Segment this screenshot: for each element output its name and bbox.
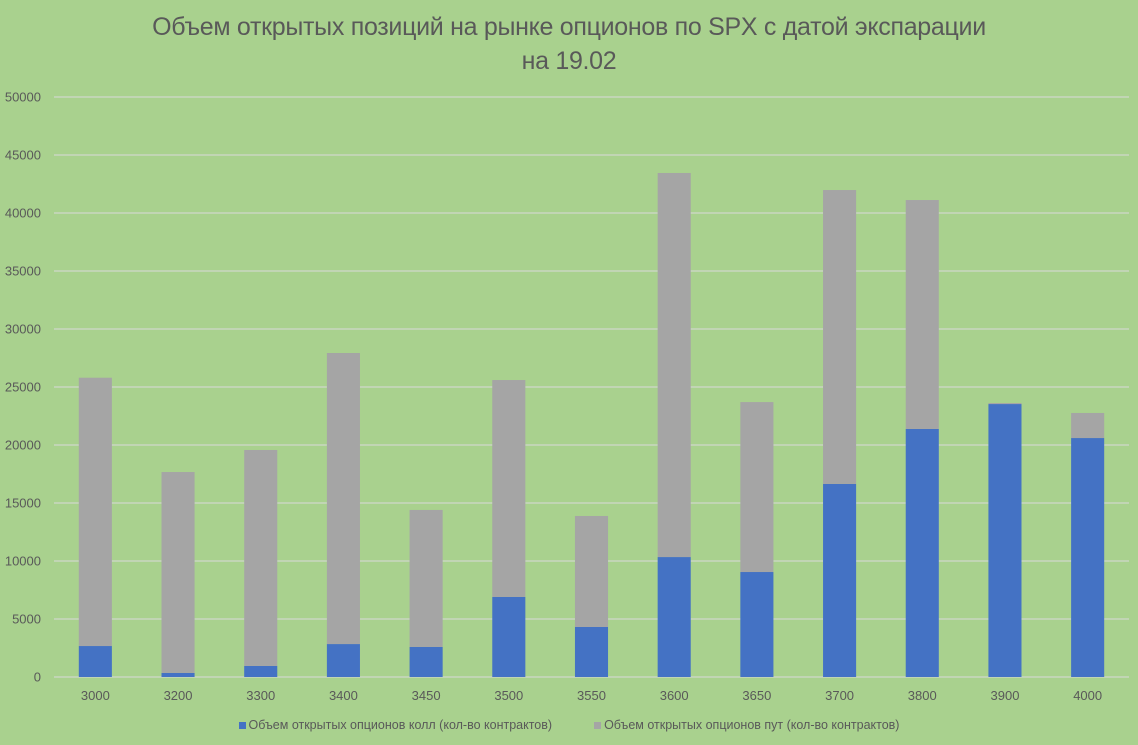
- x-tick-label: 3300: [246, 688, 275, 703]
- gridlines: [54, 96, 1129, 678]
- bar-calls-3550: [574, 627, 609, 677]
- x-axis: 3000 3200 3300 3400 3450 3500 3550 3600 3650 3700…: [81, 688, 1102, 703]
- bar-puts-4000: [1071, 412, 1105, 439]
- y-tick-label: 45000: [5, 148, 41, 163]
- bar-puts-3200: [161, 472, 195, 673]
- bar-calls-3300: [244, 665, 278, 677]
- y-tick-label: 35000: [5, 264, 41, 279]
- bars: [78, 172, 1105, 677]
- chart-title-line-1: Объем открытых позиций на рынке опционов…: [152, 13, 986, 41]
- bar-puts-3650: [740, 402, 774, 573]
- x-tick-label: 3200: [164, 688, 193, 703]
- x-tick-label: 3400: [329, 688, 358, 703]
- legend-item-puts: Объем открытых опционов пут (кол-во конт…: [594, 718, 899, 732]
- x-tick-label: 3450: [412, 688, 441, 703]
- bar-puts-3550: [574, 515, 609, 628]
- bar-puts-3400: [326, 353, 360, 645]
- x-tick-label: 3800: [908, 688, 937, 703]
- legend: Объем открытых опционов колл (кол-во кон…: [0, 718, 1138, 732]
- bar-calls-3650: [740, 572, 774, 677]
- chart-title-line-2: на 19.02: [521, 47, 617, 75]
- y-tick-label: 40000: [5, 206, 41, 221]
- chart-title: Объем открытых позиций на рынке опционов…: [0, 10, 1138, 78]
- x-tick-label: 3900: [991, 688, 1020, 703]
- legend-swatch-puts: [594, 721, 602, 729]
- bar-calls-3000: [78, 646, 112, 677]
- y-tick-label: 10000: [5, 554, 41, 569]
- bar-calls-3500: [492, 596, 526, 677]
- y-tick-label: 5000: [12, 612, 41, 627]
- y-tick-label: 30000: [5, 322, 41, 337]
- bar-calls-4000: [1071, 438, 1105, 677]
- bar-puts-3000: [78, 377, 112, 647]
- y-tick-label: 25000: [5, 380, 41, 395]
- bar-calls-3700: [823, 483, 857, 677]
- bar-puts-3500: [492, 380, 526, 597]
- x-tick-label: 4000: [1073, 688, 1102, 703]
- x-tick-label: 3500: [494, 688, 523, 703]
- bar-calls-3600: [657, 557, 691, 677]
- bar-puts-3800: [905, 200, 939, 429]
- legend-label-calls: Объем открытых опционов колл (кол-во кон…: [248, 718, 553, 732]
- x-tick-label: 3550: [577, 688, 606, 703]
- x-tick-label: 3600: [660, 688, 689, 703]
- legend-swatch-calls: [238, 721, 246, 729]
- legend-label-puts: Объем открытых опционов пут (кол-во конт…: [604, 718, 900, 732]
- x-tick-label: 3700: [825, 688, 854, 703]
- bar-calls-3200: [161, 672, 195, 677]
- bar-calls-3450: [409, 646, 443, 677]
- bar-puts-3900: [988, 403, 1022, 405]
- y-axis: 0 5000 10000 15000 20000 25000 30000 35000 40000…: [5, 90, 41, 685]
- y-tick-label: 15000: [5, 496, 41, 511]
- bar-puts-3700: [823, 190, 857, 484]
- y-tick-label: 50000: [5, 90, 41, 105]
- legend-item-calls: Объем открытых опционов колл (кол-во кон…: [238, 718, 553, 732]
- bar-puts-3300: [244, 449, 278, 666]
- bar-calls-3400: [326, 644, 360, 677]
- bar-puts-3600: [657, 172, 691, 558]
- bar-calls-3900: [988, 404, 1022, 677]
- x-tick-label: 3000: [81, 688, 110, 703]
- bar-puts-3450: [409, 509, 443, 647]
- y-tick-label: 0: [34, 670, 41, 685]
- bar-calls-3800: [905, 428, 939, 677]
- x-tick-label: 3650: [742, 688, 771, 703]
- y-tick-label: 20000: [5, 438, 41, 453]
